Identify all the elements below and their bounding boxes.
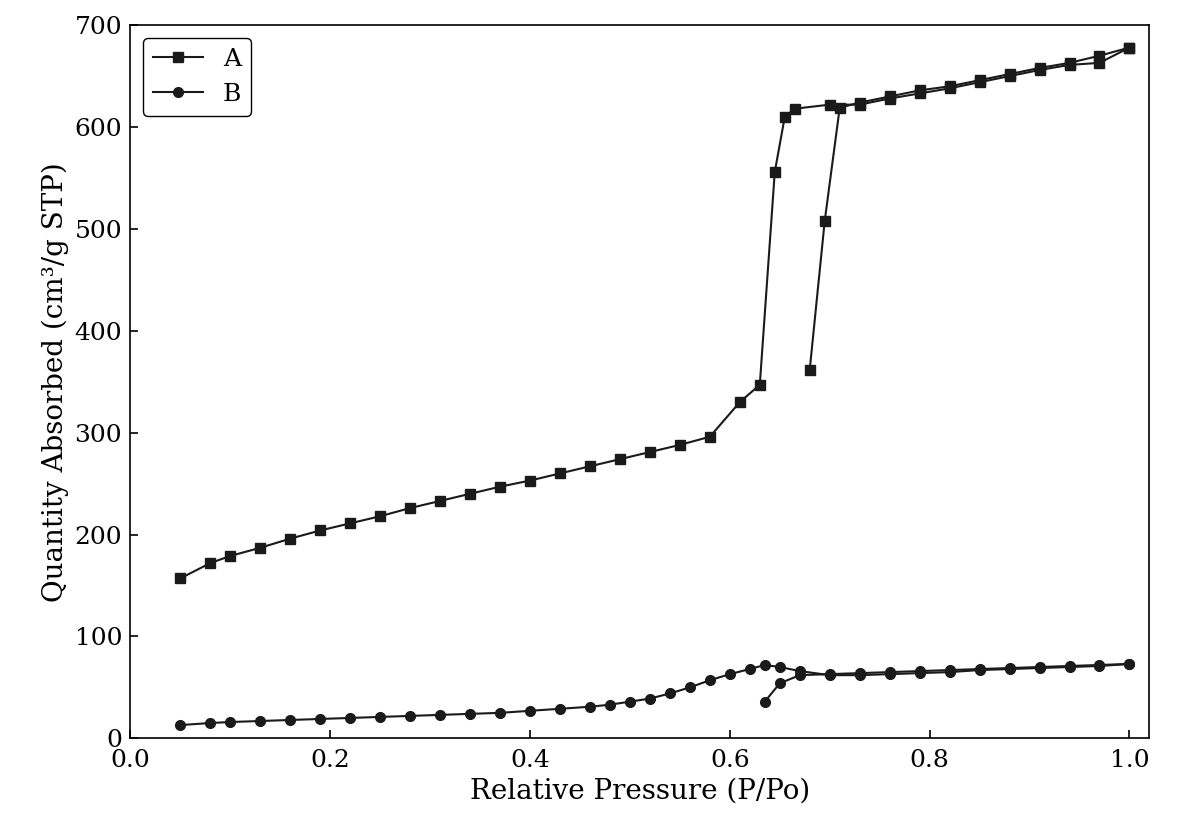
A [342, 519, 357, 529]
B [254, 716, 268, 726]
B [203, 718, 217, 728]
B [822, 670, 837, 680]
B [1063, 662, 1077, 672]
A [203, 558, 217, 568]
A [768, 167, 782, 177]
B [757, 660, 771, 670]
B [723, 670, 737, 680]
B [1003, 664, 1017, 674]
B [433, 710, 447, 720]
B [1122, 659, 1136, 669]
B [743, 664, 757, 674]
A [523, 476, 537, 486]
B [1032, 663, 1046, 673]
B [942, 667, 956, 677]
A [1063, 60, 1077, 70]
A [433, 496, 447, 506]
X-axis label: Relative Pressure (P/Po): Relative Pressure (P/Po) [469, 778, 811, 805]
A [313, 525, 327, 535]
A [583, 461, 597, 472]
A [1122, 43, 1136, 53]
A [403, 503, 417, 513]
A [822, 100, 837, 110]
B [523, 706, 537, 716]
A [883, 93, 897, 103]
A [223, 551, 237, 561]
A [493, 482, 507, 492]
A [463, 489, 478, 499]
B [313, 714, 327, 724]
B [973, 665, 987, 675]
A [373, 511, 387, 521]
A [642, 447, 656, 457]
A [852, 100, 866, 110]
A [283, 534, 297, 544]
A [254, 543, 268, 553]
B [1093, 661, 1107, 671]
A [788, 104, 802, 114]
B [883, 670, 897, 680]
A [752, 380, 767, 390]
Line: A: A [175, 43, 1134, 583]
A [1003, 71, 1017, 81]
A [553, 468, 568, 478]
B [683, 682, 697, 692]
A [173, 573, 187, 583]
Y-axis label: Quantity Absorbed (cm³/g STP): Quantity Absorbed (cm³/g STP) [41, 162, 69, 602]
Legend: A, B: A, B [143, 38, 251, 116]
B [342, 713, 357, 723]
A [973, 77, 987, 87]
B [642, 694, 656, 704]
B [223, 717, 237, 727]
A [673, 440, 687, 450]
B [493, 708, 507, 718]
B [773, 662, 787, 672]
B [463, 709, 478, 719]
A [1032, 65, 1046, 75]
A [703, 432, 717, 442]
B [373, 711, 387, 722]
B [553, 704, 568, 714]
B [912, 668, 927, 678]
Line: B: B [175, 659, 1134, 730]
A [942, 83, 956, 93]
B [583, 701, 597, 711]
A [613, 454, 627, 464]
B [662, 689, 677, 699]
B [603, 700, 617, 710]
A [1093, 58, 1107, 68]
B [793, 666, 807, 676]
B [173, 720, 187, 730]
B [623, 696, 638, 706]
B [283, 715, 297, 725]
A [732, 397, 747, 407]
B [403, 711, 417, 721]
B [852, 670, 866, 680]
A [777, 112, 792, 122]
B [703, 675, 717, 685]
A [912, 88, 927, 98]
